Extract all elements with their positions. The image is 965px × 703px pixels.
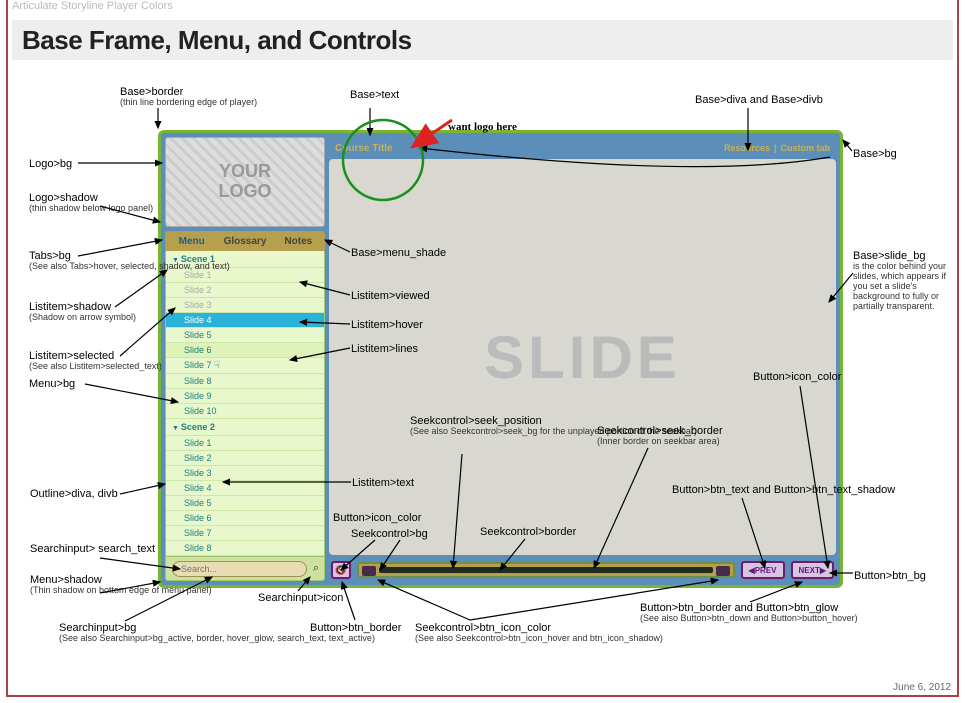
seek-track[interactable] bbox=[379, 567, 713, 573]
logo-panel: YOUR LOGO bbox=[165, 137, 325, 227]
tab-notes[interactable]: Notes bbox=[272, 231, 325, 251]
title-bar: Base Frame, Menu, and Controls bbox=[12, 20, 953, 60]
anno-logo-bg: Logo>bg bbox=[29, 158, 72, 170]
anno-base-diva: Base>diva and Base>divb bbox=[695, 94, 823, 106]
list-item[interactable]: Slide 6 bbox=[166, 343, 324, 358]
handwritten-note: want logo here bbox=[448, 121, 517, 133]
list-item[interactable]: Slide 3 bbox=[166, 298, 324, 313]
list-item[interactable]: Slide 2 bbox=[166, 283, 324, 298]
list-item[interactable]: Slide 5 bbox=[166, 496, 324, 511]
anno-btn-border-glow: Button>btn_border and Button>btn_glow(Se… bbox=[640, 602, 858, 624]
list-item[interactable]: Slide 3 bbox=[166, 466, 324, 481]
seek-play-icon[interactable] bbox=[362, 566, 376, 576]
anno-base-border: Base>border(thin line bordering edge of … bbox=[120, 86, 257, 108]
tab-menu[interactable]: Menu bbox=[165, 231, 218, 251]
anno-slide-bg: Base>slide_bgis the color behind your sl… bbox=[853, 250, 953, 312]
anno-logo-shadow: Logo>shadow(thin shadow below logo panel… bbox=[29, 192, 153, 214]
anno-listitem-lines: Listitem>lines bbox=[351, 343, 418, 355]
anno-btn-bg: Button>btn_bg bbox=[854, 570, 926, 582]
list-item[interactable]: Slide 4 bbox=[166, 313, 324, 328]
anno-search-icon: Searchinput>icon bbox=[258, 592, 343, 604]
slide-placeholder-text: SLIDE bbox=[484, 323, 681, 392]
anno-btn-text: Button>btn_text and Button>btn_text_shad… bbox=[672, 484, 895, 496]
topbar: Course Title Resources | Custom tab bbox=[329, 137, 836, 159]
anno-listitem-hover: Listitem>hover bbox=[351, 319, 423, 331]
course-title: Course Title bbox=[335, 143, 393, 154]
list-item[interactable]: Slide 7 ☟ bbox=[166, 358, 324, 374]
menu-panel: Scene 1Slide 1Slide 2Slide 3Slide 4Slide… bbox=[165, 251, 325, 557]
menu-list[interactable]: Scene 1Slide 1Slide 2Slide 3Slide 4Slide… bbox=[166, 251, 324, 556]
anno-seek-border2: Seekcontrol>seek_border(Inner border on … bbox=[597, 425, 723, 447]
anno-menu-shadow: Menu>shadow(Thin shadow on bottom edge o… bbox=[30, 574, 212, 596]
resources-link[interactable]: Resources bbox=[724, 143, 770, 153]
scene-head[interactable]: Scene 2 bbox=[166, 419, 324, 436]
sidebar: YOUR LOGO Menu Glossary Notes Scene 1Sli… bbox=[165, 137, 325, 581]
anno-btn-icon-r: Button>icon_color bbox=[753, 371, 841, 383]
custom-tab-link[interactable]: Custom tab bbox=[781, 143, 831, 153]
list-item[interactable]: Slide 6 bbox=[166, 511, 324, 526]
anno-seek-bg: Seekcontrol>bg bbox=[351, 528, 428, 540]
page-title: Base Frame, Menu, and Controls bbox=[22, 25, 412, 56]
list-item[interactable]: Slide 5 bbox=[166, 328, 324, 343]
search-icon[interactable]: ⌕ bbox=[313, 562, 319, 575]
anno-base-text: Base>text bbox=[350, 89, 399, 101]
prev-button[interactable]: ◀ PREV bbox=[741, 561, 785, 579]
list-item[interactable]: Slide 1 bbox=[166, 436, 324, 451]
logo-text: YOUR LOGO bbox=[219, 162, 272, 202]
anno-menu-bg: Menu>bg bbox=[29, 378, 75, 390]
list-item[interactable]: Slide 9 bbox=[166, 389, 324, 404]
list-item[interactable]: Slide 10 bbox=[166, 404, 324, 419]
list-item[interactable]: Slide 2 bbox=[166, 451, 324, 466]
anno-base-bg: Base>bg bbox=[853, 148, 897, 160]
next-button[interactable]: NEXT ▶ bbox=[791, 561, 835, 579]
anno-btn-border: Button>btn_border bbox=[310, 622, 401, 634]
anno-seek-border: Seekcontrol>border bbox=[480, 526, 576, 538]
anno-listitem-selected: Listitem>selected(See also Listitem>sele… bbox=[29, 350, 162, 372]
page-header: Articulate Storyline Player Colors bbox=[12, 0, 173, 12]
list-item[interactable]: Slide 7 bbox=[166, 526, 324, 541]
list-item[interactable]: Slide 4 bbox=[166, 481, 324, 496]
anno-listitem-text: Listitem>text bbox=[352, 477, 414, 489]
anno-outline-div: Outline>diva, divb bbox=[30, 488, 118, 500]
anno-tabs-bg: Tabs>bg(See also Tabs>hover, selected, s… bbox=[29, 250, 230, 272]
list-item[interactable]: Slide 8 bbox=[166, 374, 324, 389]
list-item[interactable]: Slide 8 bbox=[166, 541, 324, 556]
player-frame: YOUR LOGO Menu Glossary Notes Scene 1Sli… bbox=[158, 130, 843, 588]
seek-bar[interactable] bbox=[357, 562, 735, 578]
seek-replay-icon[interactable] bbox=[716, 566, 730, 576]
anno-btn-icon-l: Button>icon_color bbox=[333, 512, 421, 524]
page-date: June 6, 2012 bbox=[893, 682, 951, 693]
anno-search-text: Searchinput> search_text bbox=[30, 543, 155, 555]
mute-button[interactable]: 🔇 bbox=[331, 561, 351, 579]
anno-listitem-shadow: Listitem>shadow(Shadow on arrow symbol) bbox=[29, 301, 136, 323]
divider: | bbox=[774, 143, 777, 153]
tabs-bar: Menu Glossary Notes bbox=[165, 231, 325, 251]
controls-bar: 🔇 ◀ PREV NEXT ▶ bbox=[329, 555, 836, 581]
tab-glossary[interactable]: Glossary bbox=[218, 231, 271, 251]
anno-menu-shade: Base>menu_shade bbox=[351, 247, 446, 259]
anno-listitem-viewed: Listitem>viewed bbox=[351, 290, 430, 302]
anno-seek-btn-icon: Seekcontrol>btn_icon_color(See also Seek… bbox=[415, 622, 663, 644]
